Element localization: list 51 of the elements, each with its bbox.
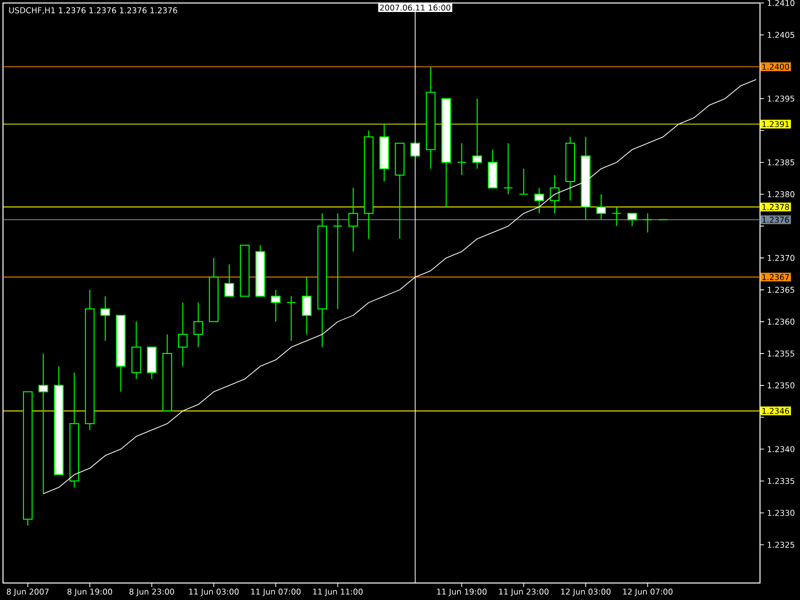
x-tick-label: 8 Jun 2007 — [6, 588, 49, 596]
y-tick-label: 1.2360 — [768, 318, 794, 325]
candlestick — [612, 206, 622, 227]
candlestick — [348, 187, 358, 252]
ref-line-label: 1.2376 — [762, 216, 790, 223]
candlestick — [550, 174, 560, 214]
y-tick-label: 1.2405 — [768, 32, 794, 38]
ref-line-label: 1.2367 — [762, 274, 789, 280]
y-tick-label: 1.2410 — [768, 0, 794, 6]
x-tick-label: 11 Jun 03:00 — [189, 588, 239, 596]
candlestick — [302, 276, 312, 335]
y-tick-label: 1.2355 — [768, 350, 794, 357]
candlestick — [503, 142, 514, 195]
candlestick — [286, 296, 296, 342]
candlestick — [456, 142, 467, 176]
x-tick-label: 11 Jun 19:00 — [437, 588, 487, 596]
y-tick-label: 1.2395 — [768, 96, 794, 102]
ref-line-label: 1.2346 — [762, 408, 790, 414]
candlestick — [100, 296, 110, 342]
candlestick — [596, 194, 606, 220]
y-tick-label: 1.2335 — [768, 478, 794, 484]
ref-line-label: 1.2378 — [762, 204, 790, 210]
candlestick — [270, 289, 281, 322]
x-tick-label: 11 Jun 07:00 — [251, 588, 301, 596]
chart-title: USDCHF,H1 1.2376 1.2376 1.2376 1.2376 — [9, 7, 178, 14]
x-tick-label: 12 Jun 03:00 — [561, 588, 611, 596]
candlestick — [224, 264, 234, 297]
y-tick-label: 1.2370 — [768, 254, 794, 261]
x-tick-label: 12 Jun 07:00 — [623, 588, 673, 596]
candlestick — [472, 98, 482, 170]
annotation: 2007.06.11 16:00 — [380, 4, 450, 11]
x-tick-label: 11 Jun 11:00 — [313, 588, 363, 596]
candlestick — [518, 168, 529, 195]
candlestick — [178, 302, 188, 367]
x-tick-label: 11 Jun 23:00 — [499, 588, 549, 596]
ref-line-label: 1.2391 — [762, 121, 789, 128]
y-tick-label: 1.2380 — [768, 191, 794, 198]
ref-line-label: 1.2400 — [762, 64, 790, 70]
candlestick — [332, 212, 343, 310]
y-tick-label: 1.2330 — [768, 510, 794, 516]
x-tick-label: 8 Jun 23:00 — [129, 588, 174, 596]
y-tick-label: 1.2385 — [768, 159, 794, 166]
candlestick — [534, 187, 544, 214]
y-tick-label: 1.2340 — [768, 446, 794, 452]
y-tick-label: 1.2365 — [768, 286, 794, 293]
y-tick-label: 1.2325 — [768, 542, 794, 548]
candlestick — [193, 302, 204, 348]
y-tick-label: 1.2350 — [768, 382, 794, 388]
candlestick — [627, 212, 637, 227]
candlestick — [642, 212, 652, 233]
x-tick-label: 8 Jun 19:00 — [67, 588, 112, 596]
